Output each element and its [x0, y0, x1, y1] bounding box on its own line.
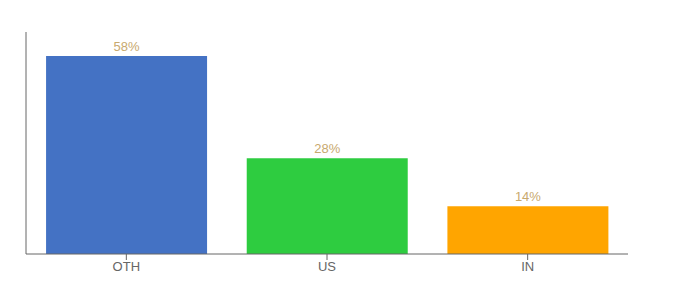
svg-text:IN: IN	[521, 259, 534, 274]
svg-text:58%: 58%	[114, 39, 140, 54]
svg-text:28%: 28%	[314, 141, 340, 156]
svg-text:OTH: OTH	[113, 259, 140, 274]
svg-text:US: US	[318, 259, 336, 274]
svg-text:14%: 14%	[515, 189, 541, 204]
